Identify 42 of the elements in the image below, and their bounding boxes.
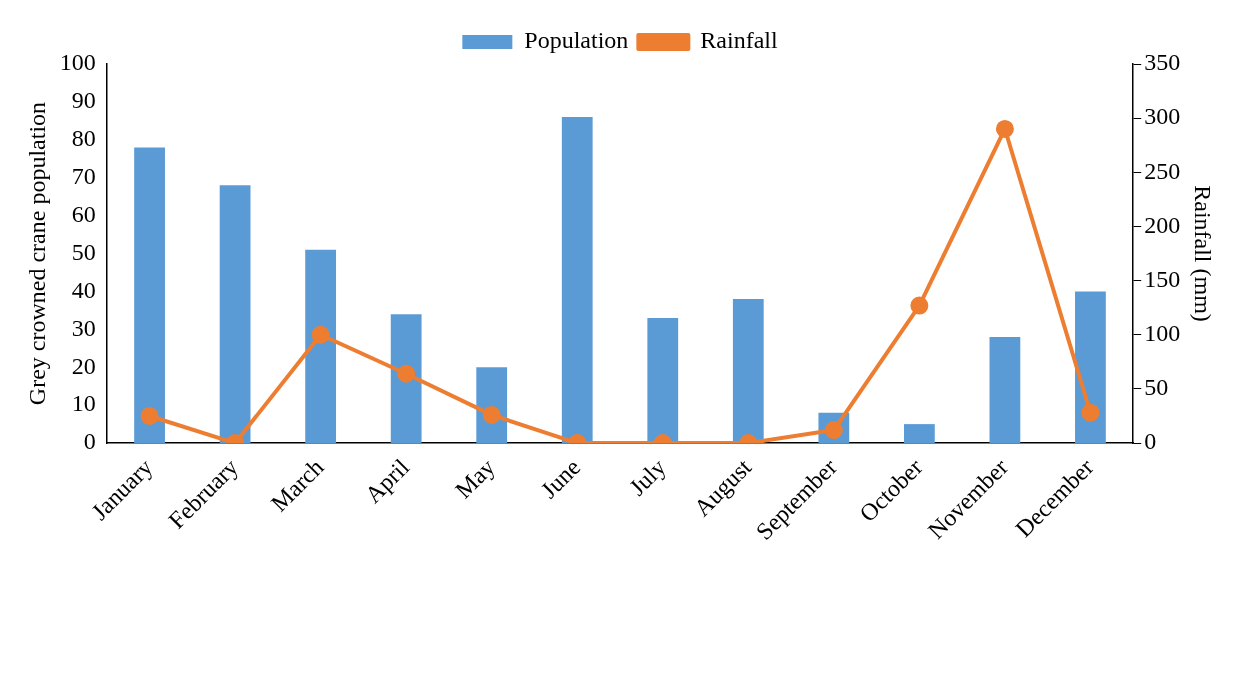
y2-tick-label: 350 (1144, 49, 1181, 76)
point (910, 296, 929, 315)
y2-tick-label: 100 (1144, 320, 1181, 347)
y2-tick-label: 250 (1144, 157, 1181, 184)
y-tick-label: 10 (71, 390, 96, 417)
y-axis-title: Grey crowned crane population (23, 101, 50, 406)
y-tick-label: 80 (71, 125, 96, 152)
bar (1075, 291, 1106, 444)
x-tick-label: July (624, 453, 671, 501)
y-tick-label: 20 (71, 352, 96, 379)
y2-tick-label: 50 (1144, 374, 1169, 401)
y2-axis-title: Rainfall (mm) (1190, 185, 1217, 322)
y2-tick-label: 150 (1144, 265, 1181, 292)
y2-tick-label: 300 (1144, 103, 1181, 130)
bar (390, 314, 422, 444)
y-tick-label: 70 (71, 163, 96, 190)
y-tick-label: 50 (71, 238, 96, 265)
bar (219, 185, 251, 444)
y-tick-label: 30 (71, 314, 96, 341)
point (397, 364, 416, 383)
bar (134, 147, 165, 444)
legend-label: Rainfall (700, 27, 778, 54)
point (311, 325, 330, 344)
y-tick-label: 0 (83, 428, 96, 455)
x-tick-label: May (450, 453, 500, 504)
point (995, 119, 1014, 138)
y-tick-label: 90 (71, 87, 96, 114)
bar (989, 336, 1021, 444)
bar (647, 317, 679, 444)
y-tick-label: 40 (71, 276, 96, 303)
point (1081, 403, 1100, 422)
y-tick-label: 60 (71, 200, 96, 227)
y2-tick-label: 200 (1144, 211, 1181, 238)
point (140, 406, 159, 425)
x-tick-label: June (535, 453, 586, 504)
bar (305, 249, 337, 444)
bar (903, 424, 935, 444)
y2-tick-label: 0 (1144, 428, 1157, 455)
y-tick-label: 100 (59, 49, 96, 76)
bar (561, 117, 593, 444)
bar (732, 299, 764, 444)
legend-label: Population (524, 27, 629, 54)
